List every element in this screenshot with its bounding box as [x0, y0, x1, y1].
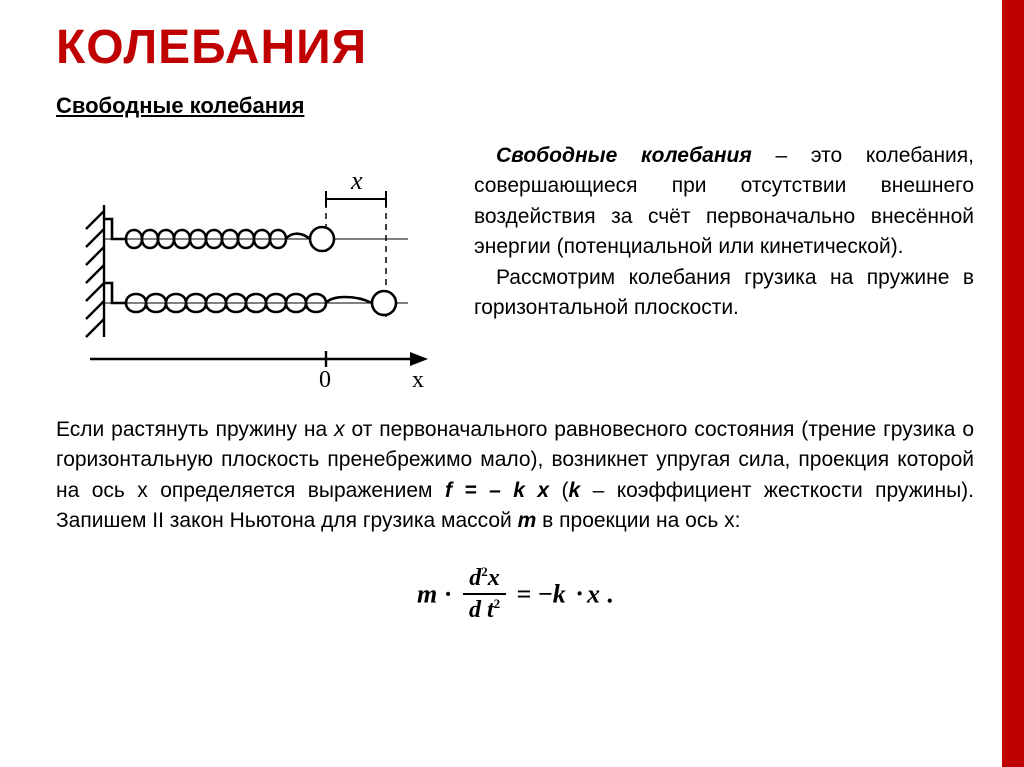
eq-den-dt: d t: [469, 597, 494, 623]
spring-short: [104, 219, 310, 248]
eq-dot2: ·: [572, 579, 587, 608]
section-subtitle: Свободные колебания: [56, 93, 974, 119]
eq-equals: =: [517, 579, 538, 608]
spring-diagram: x 0 x: [56, 141, 446, 391]
p2-var-x: х: [334, 418, 345, 441]
eq-dot1: ·: [444, 579, 453, 608]
mass-ball-2: [372, 291, 396, 315]
wall-hatch: [86, 205, 104, 337]
eq-minus: −: [538, 579, 553, 608]
term: Свободные колебания: [496, 144, 752, 167]
eq-num-d: d: [469, 565, 481, 591]
eq-den-exp: 2: [494, 596, 501, 611]
spring-long: [104, 283, 372, 312]
p2-formula: f = – k x: [445, 479, 549, 502]
dimension-x-label: x: [350, 166, 363, 195]
p2-mvar: m: [518, 509, 537, 532]
x-axis: [90, 351, 428, 367]
eq-m: m: [417, 579, 437, 608]
p2-kvar: k: [568, 479, 580, 502]
definition-continuation: Рассмотрим колебания грузика на пружине …: [474, 266, 974, 319]
axis-x-label: x: [412, 367, 424, 391]
content-row: x 0 x Свободные колебания – это ко: [56, 141, 974, 391]
slide-content: КОЛЕБАНИЯ Свободные колебания: [0, 0, 1024, 644]
eq-period: .: [600, 579, 613, 608]
paragraph-2: Если растянуть пружину на х от первонача…: [56, 415, 974, 537]
axis-origin-label: 0: [319, 367, 331, 391]
page-title: КОЛЕБАНИЯ: [56, 20, 974, 75]
eq-x: x: [587, 579, 600, 608]
p2-seg3: (: [549, 479, 568, 502]
diagram-column: x 0 x: [56, 141, 446, 391]
p2-seg5: в проекции на ось х:: [536, 509, 740, 532]
equation: m · d2x d t2 = −k ·x .: [56, 565, 974, 624]
p2-seg1: Если растянуть пружину на: [56, 418, 334, 441]
eq-fraction: d2x d t2: [463, 565, 506, 624]
eq-num-x: x: [488, 565, 500, 591]
definition-text: Свободные колебания – это колебания, сов…: [474, 141, 974, 324]
accent-bar: [1002, 0, 1024, 767]
eq-k: k: [553, 579, 566, 608]
mass-ball-1: [310, 227, 334, 251]
